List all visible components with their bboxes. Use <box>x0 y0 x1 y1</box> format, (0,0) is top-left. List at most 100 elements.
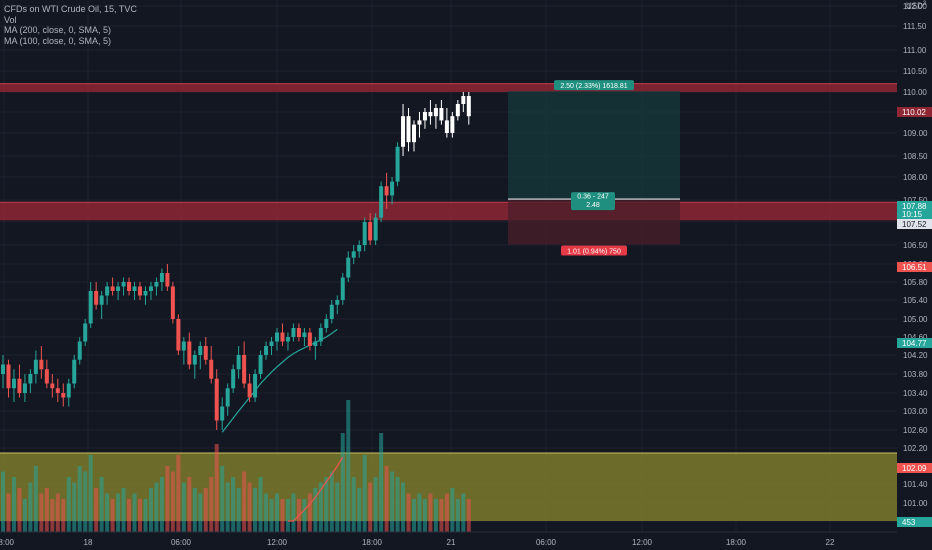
price-tick-label: 112.00 <box>903 2 927 11</box>
volume-bar <box>258 477 263 532</box>
volume-indicator-label[interactable]: Vol <box>4 14 17 25</box>
volume-bar <box>450 488 455 532</box>
candle-body <box>105 286 110 296</box>
candle-body <box>422 112 427 121</box>
volume-bar <box>302 499 307 532</box>
price-tick-label: 111.50 <box>903 22 927 31</box>
volume-bar <box>433 499 438 532</box>
volume-bar <box>368 482 373 532</box>
volume-bar <box>148 488 153 532</box>
candle-body <box>280 332 285 342</box>
candle-body <box>159 273 164 282</box>
time-tick-label: 06:00 <box>536 538 557 547</box>
ma100-indicator-label[interactable]: MA (100, close, 0, SMA, 5) <box>4 35 112 46</box>
long-position-tool[interactable]: 2.50 (2.33%) 1618.81 1.01 (0.94%) 750 0.36… <box>508 80 680 256</box>
candle-body <box>138 286 142 296</box>
currency-label[interactable]: USD3 <box>906 1 927 11</box>
time-tick-label: 22 <box>826 538 835 547</box>
volume-bar <box>444 493 449 532</box>
price-label-box <box>897 517 932 527</box>
candle-body <box>466 96 471 117</box>
candle-body <box>11 378 16 389</box>
price-zones <box>0 83 897 521</box>
volume-bar <box>439 499 444 532</box>
volume-bar <box>313 488 318 532</box>
candle-body <box>357 245 362 252</box>
candle-body <box>50 383 55 389</box>
candle-body <box>455 104 460 117</box>
volume-bar <box>105 493 110 532</box>
volume-bar <box>198 493 203 532</box>
candle-body <box>258 355 263 374</box>
candle-body <box>313 341 318 346</box>
candle-body <box>33 359 38 374</box>
candle-body <box>264 346 269 355</box>
candle-body <box>373 217 378 241</box>
candle-body <box>55 388 60 393</box>
candle-body <box>406 116 411 143</box>
candle-body <box>236 355 241 370</box>
candle-body <box>77 341 82 360</box>
volume-bar <box>192 488 197 532</box>
volume-bar <box>187 477 192 532</box>
volume-bar <box>72 482 77 532</box>
candle-body <box>368 222 373 241</box>
volume-bar <box>83 471 88 532</box>
candle-body <box>187 341 192 365</box>
candle-body <box>121 282 126 287</box>
candle-body <box>148 286 153 291</box>
volume-bar <box>231 477 236 532</box>
candle-body <box>318 328 323 342</box>
price-tick-label: 101.40 <box>903 480 928 489</box>
candle-body <box>39 359 44 370</box>
volume-bar <box>373 477 378 532</box>
volume-bar <box>401 482 406 532</box>
candle-body <box>132 286 137 291</box>
volume-bar <box>395 477 400 532</box>
volume-bar <box>176 455 181 532</box>
volume-bar <box>264 493 269 532</box>
ma200-indicator-label[interactable]: MA (200, close, 0, SMA, 5) <box>4 25 112 35</box>
candle-body <box>285 337 290 342</box>
time-tick-label: 18:00 <box>362 538 383 547</box>
price-tick-label: 105.80 <box>903 278 928 287</box>
price-tick-label: 108.00 <box>903 173 928 182</box>
volume-bar <box>138 499 142 532</box>
volume-bar <box>428 493 433 532</box>
volume-bar <box>170 471 175 532</box>
volume-bar <box>351 477 356 532</box>
target-label: 2.50 (2.33%) 1618.81 <box>560 83 627 90</box>
volume-bar <box>50 499 55 532</box>
price-tick-label: 103.00 <box>903 407 928 416</box>
price-tick-label: 108.50 <box>903 152 928 161</box>
volume-bar <box>44 488 49 532</box>
risk-reward-label-2: 2.48 <box>586 202 600 209</box>
ma100-line <box>221 328 338 433</box>
candle-body <box>450 116 455 133</box>
price-label: 10:15 <box>902 210 923 219</box>
volume-bar <box>99 477 104 532</box>
symbol-title[interactable]: CFDs on WTI Crude Oil, 15, TVC <box>4 4 137 14</box>
price-label: 453 <box>902 518 916 527</box>
volume-bar <box>318 482 323 532</box>
time-axis-background <box>0 532 897 550</box>
candle-body <box>346 257 351 278</box>
grid-lines <box>0 0 897 532</box>
price-axis[interactable]: 112.00111.50111.00110.50110.00109.50109.… <box>897 0 932 550</box>
volume-bar <box>77 466 82 532</box>
candle-body <box>72 359 77 384</box>
volume-bar <box>214 444 219 532</box>
volume-bar <box>88 455 93 532</box>
time-axis[interactable]: 18:00 18 06:00 12:00 18:00 21 06:00 12:00 18:00 2… <box>0 531 897 550</box>
candle-body <box>181 341 186 351</box>
time-tick-label: 21 <box>447 538 456 547</box>
candle-body <box>110 286 115 291</box>
candle-body <box>176 319 181 351</box>
candle-body <box>275 332 279 342</box>
volume-bar <box>121 488 126 532</box>
candle-body <box>439 108 444 121</box>
candle-body <box>379 186 384 218</box>
volume-bar <box>209 477 214 532</box>
price-tick-label: 105.40 <box>903 296 928 305</box>
